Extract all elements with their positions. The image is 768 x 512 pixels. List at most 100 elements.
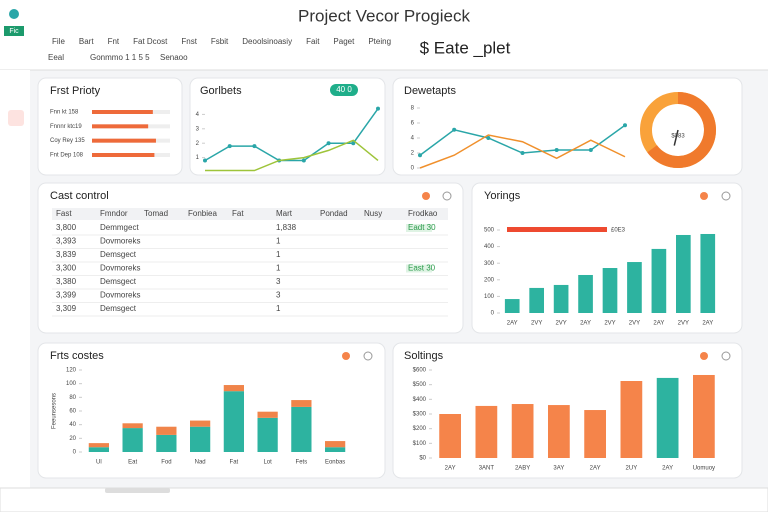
y-tick-label: $0 <box>419 456 426 462</box>
menu-item[interactable]: Fsbit <box>211 37 229 46</box>
x-tick-label: 3AY <box>553 466 564 472</box>
point <box>376 106 380 111</box>
y-tick-label: $500 <box>413 382 427 388</box>
x-tick-label: Lot <box>263 460 272 466</box>
category-label: Fnt Dep 108 <box>50 153 84 159</box>
point <box>203 158 207 163</box>
bar-segment <box>190 420 211 427</box>
menu-item[interactable]: Pteing <box>368 37 391 46</box>
menu-item[interactable]: Deoolsinoasiy <box>242 37 292 46</box>
card-title: Gorlbets <box>200 85 242 97</box>
table-cell: East 30 <box>408 264 436 273</box>
x-tick-label: 2AY <box>507 321 518 327</box>
bar <box>651 248 667 313</box>
y-tick-label: $300 <box>413 412 427 418</box>
bar <box>578 274 593 313</box>
column-header: Nusy <box>364 209 382 218</box>
category-label: Coy Rey 135 <box>50 138 85 144</box>
bar-segment <box>190 426 211 452</box>
y-tick-label: 100 <box>66 381 77 387</box>
sidebar <box>0 70 30 488</box>
point <box>418 153 422 158</box>
table-cell: Demsgect <box>100 250 137 259</box>
sidebar-active[interactable] <box>8 110 24 126</box>
table-cell: 3,380 <box>56 277 77 286</box>
badge[interactable] <box>330 84 358 96</box>
bar-segment <box>122 423 143 429</box>
table-cell: Demsgect <box>100 277 137 286</box>
legend-dot[interactable] <box>700 192 708 200</box>
menu-item[interactable]: Fnt <box>108 37 120 46</box>
gauge-label: $083 <box>671 134 685 140</box>
point <box>252 144 257 149</box>
legend-dot[interactable] <box>700 352 708 360</box>
bar-segment <box>156 426 177 435</box>
logo[interactable] <box>9 9 19 19</box>
y-tick-label: 8 <box>411 106 415 112</box>
bar-segment <box>122 428 143 452</box>
x-tick-label: Uomuoy <box>693 466 715 472</box>
x-tick-label: 2AY <box>702 321 713 327</box>
y-tick-label: 0 <box>491 311 495 317</box>
x-tick-label: Fod <box>161 460 171 466</box>
toolbar-item[interactable]: Senaoo <box>160 53 188 62</box>
legend-dot[interactable] <box>442 191 452 201</box>
x-tick-label: 2VY <box>555 321 566 327</box>
bar <box>620 381 643 458</box>
table-cell: 3,309 <box>56 304 77 313</box>
menu-item[interactable]: File <box>52 37 65 46</box>
table-cell: Dovmoreks <box>100 291 140 300</box>
y-tick-label: $600 <box>413 368 427 374</box>
column-header: Fat <box>232 209 244 218</box>
x-tick-label: 2VY <box>531 321 542 327</box>
target-bar <box>507 227 607 232</box>
menu-item[interactable]: Fat Dcost <box>133 37 168 46</box>
y-tick-label: $200 <box>413 426 427 432</box>
y-tick-label: 2 <box>196 141 200 147</box>
line-series <box>419 134 626 169</box>
bar <box>700 233 716 313</box>
point <box>623 123 627 128</box>
legend-dot[interactable] <box>422 192 430 200</box>
point <box>326 141 331 146</box>
toolbar-item[interactable]: Gonmmo 1 1 5 5 <box>90 53 150 62</box>
legend-dot[interactable] <box>342 352 350 360</box>
y-tick-label: 4 <box>411 136 415 142</box>
legend-dot[interactable] <box>721 351 731 361</box>
table-cell: Dovmoreks <box>100 264 140 273</box>
category-label: Fnnnr ktc19 <box>50 124 82 130</box>
status-chip <box>406 224 432 232</box>
x-tick-label: 2AY <box>662 466 673 472</box>
bar-segment <box>325 447 346 452</box>
point <box>520 151 525 155</box>
menu-item[interactable]: Bart <box>79 37 94 46</box>
line-series <box>205 139 379 172</box>
column-header: Fast <box>56 209 72 218</box>
bar <box>92 153 155 157</box>
table-cell: 3,393 <box>56 237 77 246</box>
menu-item[interactable]: Fait <box>306 37 320 46</box>
menu-item[interactable]: Paget <box>333 37 355 46</box>
menu-item[interactable]: Fnst <box>181 37 197 46</box>
table-cell: Dovmoreks <box>100 237 140 246</box>
y-tick-label: 60 <box>69 409 76 415</box>
table-cell: 3,300 <box>56 264 77 273</box>
bar <box>439 414 461 458</box>
y-tick-label: 300 <box>484 261 495 267</box>
window-title: Project Vecor Progieck <box>298 6 470 25</box>
badge-text: Fic <box>9 28 19 35</box>
y-tick-label: 40 <box>69 422 76 428</box>
card-title: Frst Prioty <box>50 85 101 97</box>
legend-dot[interactable] <box>721 191 731 201</box>
legend-dot[interactable] <box>363 351 373 361</box>
point <box>351 141 356 146</box>
x-tick-label: Nad <box>195 460 206 466</box>
x-tick-label: 3ANT <box>479 466 495 472</box>
y-tick-label: 100 <box>484 294 495 300</box>
toolbar-item[interactable]: Eeal <box>48 53 64 62</box>
scrollbar[interactable] <box>105 488 170 493</box>
y-tick-label: 3 <box>196 126 200 132</box>
x-tick-label: 2AY <box>580 321 591 327</box>
table-cell: Demmgect <box>100 223 139 232</box>
card-title: Soltings <box>404 350 444 362</box>
